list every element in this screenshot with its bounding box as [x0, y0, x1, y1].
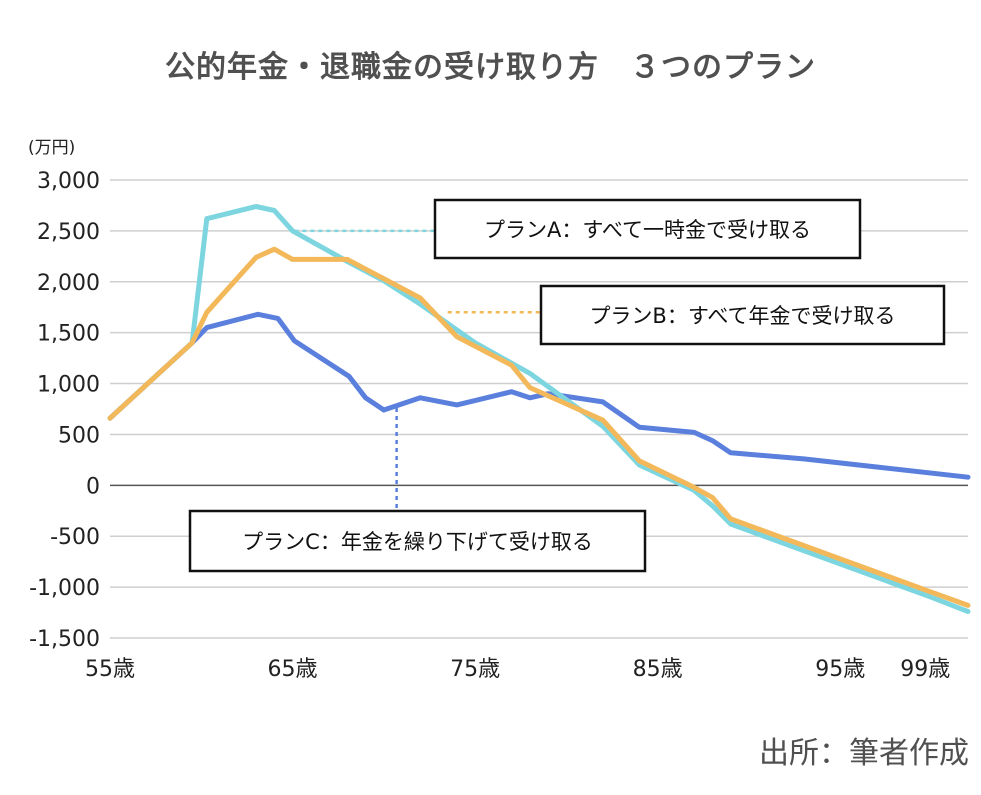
y-tick-label: -1,000	[29, 576, 100, 601]
annotation-label: プランA：すべて一時金で受け取る	[484, 218, 811, 242]
annotation-box	[539, 284, 946, 346]
y-tick-label: -1,500	[29, 627, 100, 652]
chart-title: 公的年金・退職金の受け取り方 ３つのプラン	[165, 50, 816, 85]
y-tick-label: 1,500	[37, 322, 100, 347]
annotation-layer: プランA：すべて一時金で受け取るプランB：すべて年金で受け取るプランC：年金を繰…	[188, 198, 946, 573]
x-tick-layer: 55歳 65歳 75歳 85歳 95歳 99歳	[85, 657, 950, 682]
y-tick-label: 500	[58, 423, 100, 448]
annotation-label: プランC：年金を繰り下げて受け取る	[242, 530, 593, 554]
source-note: 出所：筆者作成	[759, 736, 969, 771]
series-layer	[107, 204, 971, 614]
annotation-box	[188, 509, 647, 573]
y-tick-label: -500	[50, 525, 100, 550]
y-tick-layer: 3,000 2,500 2,000 1,500 1,000 500 0 -500 -1,000 -…	[29, 169, 100, 652]
y-tick-label: 2,500	[37, 220, 100, 245]
x-tick-label: 95歳	[815, 657, 865, 682]
x-tick-label: 75歳	[450, 657, 500, 682]
y-tick-label: 1,000	[37, 373, 100, 398]
x-tick-label: 65歳	[268, 657, 318, 682]
x-tick-label: 85歳	[633, 657, 683, 682]
x-tick-label: 99歳	[900, 657, 950, 682]
x-tick-label: 55歳	[85, 657, 135, 682]
y-unit-label: (万円)	[28, 138, 75, 158]
annotation-label: プランB：すべて年金で受け取る	[589, 304, 895, 328]
annotation-leader-layer	[294, 229, 541, 511]
series-line-c	[107, 311, 971, 480]
annotation-box	[433, 198, 862, 260]
series-line-b	[107, 246, 971, 608]
y-tick-label: 3,000	[37, 169, 100, 194]
y-tick-label: 2,000	[37, 271, 100, 296]
y-tick-label: 0	[86, 474, 100, 499]
